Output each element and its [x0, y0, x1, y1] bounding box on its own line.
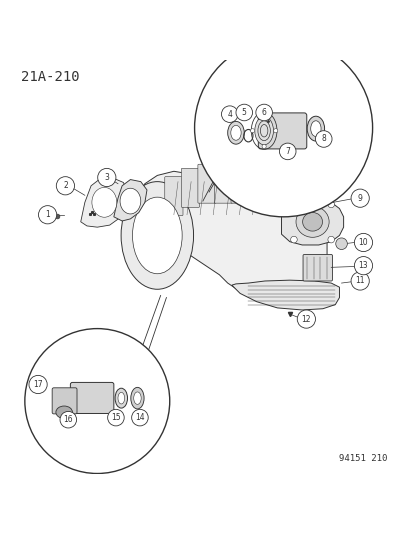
Polygon shape — [124, 171, 326, 295]
Ellipse shape — [295, 206, 328, 237]
Circle shape — [354, 233, 372, 252]
Ellipse shape — [335, 238, 347, 249]
Circle shape — [255, 104, 272, 121]
FancyBboxPatch shape — [70, 382, 114, 414]
Circle shape — [315, 131, 331, 147]
Ellipse shape — [121, 182, 193, 289]
Ellipse shape — [254, 117, 273, 145]
Circle shape — [60, 411, 76, 428]
Circle shape — [250, 128, 254, 133]
Circle shape — [38, 206, 57, 224]
Circle shape — [29, 375, 47, 393]
FancyBboxPatch shape — [197, 164, 216, 203]
FancyBboxPatch shape — [164, 176, 183, 215]
Text: 3: 3 — [104, 173, 109, 182]
Ellipse shape — [260, 125, 267, 137]
Text: 4: 4 — [227, 110, 232, 119]
Text: 9: 9 — [357, 193, 362, 203]
Text: 14: 14 — [135, 413, 145, 422]
Circle shape — [350, 189, 368, 207]
Text: 10: 10 — [358, 238, 368, 247]
Text: 11: 11 — [355, 277, 364, 286]
Circle shape — [221, 106, 237, 123]
Circle shape — [25, 329, 169, 473]
Circle shape — [273, 128, 277, 133]
Circle shape — [290, 236, 297, 243]
Circle shape — [327, 201, 334, 208]
Ellipse shape — [257, 121, 270, 141]
Circle shape — [350, 272, 368, 290]
Circle shape — [290, 201, 297, 208]
FancyBboxPatch shape — [258, 113, 306, 149]
Circle shape — [194, 39, 372, 217]
Polygon shape — [281, 198, 343, 245]
Text: 7: 7 — [285, 147, 290, 156]
Ellipse shape — [306, 116, 324, 141]
Ellipse shape — [310, 121, 320, 136]
Text: 5: 5 — [241, 108, 246, 117]
Text: 16: 16 — [63, 415, 73, 424]
Ellipse shape — [302, 213, 322, 231]
Circle shape — [97, 168, 116, 187]
Circle shape — [327, 236, 334, 243]
Text: 13: 13 — [358, 261, 368, 270]
Polygon shape — [114, 180, 147, 221]
Ellipse shape — [132, 197, 182, 274]
Ellipse shape — [230, 125, 240, 140]
Circle shape — [261, 113, 266, 117]
Circle shape — [235, 104, 252, 121]
Text: 21A-210: 21A-210 — [21, 70, 79, 84]
FancyBboxPatch shape — [181, 168, 199, 207]
Circle shape — [56, 176, 74, 195]
Text: 17: 17 — [33, 380, 43, 389]
Circle shape — [354, 256, 372, 275]
Ellipse shape — [133, 392, 141, 405]
FancyBboxPatch shape — [302, 254, 332, 281]
Circle shape — [107, 409, 124, 426]
Text: 2: 2 — [63, 181, 68, 190]
Text: 8: 8 — [320, 134, 325, 143]
FancyBboxPatch shape — [214, 164, 232, 203]
Ellipse shape — [227, 122, 244, 144]
Text: 15: 15 — [111, 413, 121, 422]
Text: 94151 210: 94151 210 — [339, 454, 387, 463]
Polygon shape — [231, 280, 339, 310]
Circle shape — [297, 310, 315, 328]
Polygon shape — [81, 177, 128, 227]
Text: 6: 6 — [261, 108, 266, 117]
FancyBboxPatch shape — [52, 388, 77, 414]
Circle shape — [131, 409, 148, 426]
Ellipse shape — [120, 188, 140, 214]
Ellipse shape — [131, 387, 144, 409]
Circle shape — [261, 144, 266, 149]
Text: 12: 12 — [301, 314, 310, 324]
Ellipse shape — [115, 388, 127, 408]
FancyBboxPatch shape — [230, 164, 249, 203]
Ellipse shape — [56, 406, 72, 418]
Circle shape — [279, 143, 295, 160]
Text: 1: 1 — [45, 210, 50, 219]
Ellipse shape — [92, 188, 116, 217]
Ellipse shape — [118, 392, 124, 404]
